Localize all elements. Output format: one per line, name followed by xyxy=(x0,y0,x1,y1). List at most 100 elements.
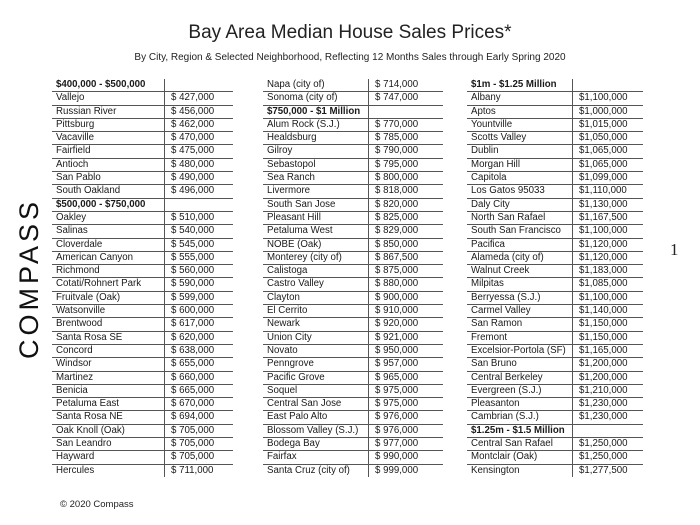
median-price: $ 620,000 xyxy=(164,331,233,345)
median-price: $ 910,000 xyxy=(368,304,443,319)
location-name: Livermore xyxy=(263,184,369,199)
table-row: Evergreen (S.J.) $1,210,000 xyxy=(467,384,643,399)
median-price: $ 660,000 xyxy=(164,371,233,385)
table-row: East Palo Alto $ 976,000 xyxy=(263,410,443,425)
table-row: San Ramon $1,150,000 xyxy=(467,317,643,332)
location-name: Oakley xyxy=(52,211,165,226)
median-price: $1,230,000 xyxy=(572,397,643,412)
table-row: Benicia $ 665,000 xyxy=(52,384,233,399)
table-row: Sonoma (city of) $ 747,000 xyxy=(263,91,443,106)
location-name: San Pablo xyxy=(52,171,165,186)
location-name: Salinas xyxy=(52,224,165,239)
table-row: Clayton $ 900,000 xyxy=(263,291,443,306)
location-name: San Bruno xyxy=(467,357,573,372)
median-price xyxy=(572,424,643,439)
median-price: $ 462,000 xyxy=(164,118,233,133)
location-name: Calistoga xyxy=(263,264,369,279)
median-price: $ 617,000 xyxy=(164,317,233,332)
table-row: Hayward $ 705,000 xyxy=(52,450,233,465)
table-row: Salinas $ 540,000 xyxy=(52,224,233,239)
median-price: $ 800,000 xyxy=(368,171,443,186)
median-price: $1,100,000 xyxy=(572,91,643,106)
table-row: Newark $ 920,000 xyxy=(263,317,443,332)
location-name: Concord xyxy=(52,344,165,359)
location-name: Capitola xyxy=(467,171,573,186)
median-price: $ 965,000 xyxy=(368,371,443,385)
table-row: Martinez $ 660,000 xyxy=(52,371,233,385)
table-row: Pacific Grove $ 965,000 xyxy=(263,371,443,385)
price-range-header-row: $1.25m - $1.5 Million xyxy=(467,424,643,439)
table-row: Cotati/Rohnert Park $ 590,000 xyxy=(52,277,233,292)
table-row: Oak Knoll (Oak) $ 705,000 xyxy=(52,424,233,439)
location-name: Pleasanton xyxy=(467,397,573,412)
median-price: $ 976,000 xyxy=(368,424,443,439)
location-name: Daly City xyxy=(467,198,573,212)
table-row: Healdsburg $ 785,000 xyxy=(263,131,443,146)
table-row: Scotts Valley $1,050,000 xyxy=(467,131,643,146)
location-name: Fremont xyxy=(467,331,573,345)
median-price: $ 795,000 xyxy=(368,158,443,173)
median-price: $1,167,500 xyxy=(572,211,643,226)
location-name: East Palo Alto xyxy=(263,410,369,425)
median-price: $ 825,000 xyxy=(368,211,443,226)
table-row: Monterey (city of) $ 867,500 xyxy=(263,251,443,266)
table-row: Yountville $1,015,000 xyxy=(467,118,643,133)
median-price: $1,150,000 xyxy=(572,317,643,332)
median-price: $1,200,000 xyxy=(572,371,643,385)
location-name: Watsonville xyxy=(52,304,165,319)
median-price: $ 545,000 xyxy=(164,238,233,252)
location-name: South San Jose xyxy=(263,198,369,212)
table-row: Capitola $1,099,000 xyxy=(467,171,643,186)
location-name: Evergreen (S.J.) xyxy=(467,384,573,399)
median-price: $1,120,000 xyxy=(572,251,643,266)
median-price: $ 590,000 xyxy=(164,277,233,292)
table-row: Petaluma East $ 670,000 xyxy=(52,397,233,412)
median-price: $ 705,000 xyxy=(164,450,233,465)
median-price: $ 975,000 xyxy=(368,397,443,412)
median-price: $ 875,000 xyxy=(368,264,443,279)
table-row: Oakley $ 510,000 xyxy=(52,211,233,226)
median-price: $ 820,000 xyxy=(368,198,443,212)
location-name: Fairfield xyxy=(52,144,165,159)
table-row: Daly City $1,130,000 xyxy=(467,198,643,212)
location-name: American Canyon xyxy=(52,251,165,266)
median-price: $ 976,000 xyxy=(368,410,443,425)
table-row: Vallejo $ 427,000 xyxy=(52,91,233,106)
location-name: Soquel xyxy=(263,384,369,399)
location-name: North San Rafael xyxy=(467,211,573,226)
price-range-label: $1m - $1.25 Million xyxy=(467,79,573,93)
location-name: Aptos xyxy=(467,105,573,119)
location-name: Milpitas xyxy=(467,277,573,292)
median-price: $1,100,000 xyxy=(572,291,643,306)
table-row: Fremont $1,150,000 xyxy=(467,331,643,345)
location-name: Richmond xyxy=(52,264,165,279)
table-row: Pittsburg $ 462,000 xyxy=(52,118,233,133)
median-price: $ 470,000 xyxy=(164,131,233,146)
table-row: San Bruno $1,200,000 xyxy=(467,357,643,372)
median-price xyxy=(164,198,233,212)
table-row: Berryessa (S.J.) $1,100,000 xyxy=(467,291,643,306)
median-price: $1,200,000 xyxy=(572,357,643,372)
median-price: $ 705,000 xyxy=(164,424,233,439)
location-name: Brentwood xyxy=(52,317,165,332)
location-name: Pacifica xyxy=(467,238,573,252)
median-price: $ 818,000 xyxy=(368,184,443,199)
median-price: $1,277,500 xyxy=(572,464,643,477)
table-row: Carmel Valley $1,140,000 xyxy=(467,304,643,319)
location-name: Novato xyxy=(263,344,369,359)
table-row: Blossom Valley (S.J.) $ 976,000 xyxy=(263,424,443,439)
median-price: $1,000,000 xyxy=(572,105,643,119)
table-row: San Pablo $ 490,000 xyxy=(52,171,233,186)
table-row: Santa Rosa SE $ 620,000 xyxy=(52,331,233,345)
median-price: $ 480,000 xyxy=(164,158,233,173)
table-row: Calistoga $ 875,000 xyxy=(263,264,443,279)
median-price: $1,065,000 xyxy=(572,158,643,173)
location-name: Healdsburg xyxy=(263,131,369,146)
price-table-3: $1m - $1.25 Million Albany $1,100,000 Aptos… xyxy=(467,79,643,477)
median-price: $ 921,000 xyxy=(368,331,443,345)
location-name: Windsor xyxy=(52,357,165,372)
table-row: Cloverdale $ 545,000 xyxy=(52,238,233,252)
median-price: $ 665,000 xyxy=(164,384,233,399)
location-name: Fairfax xyxy=(263,450,369,465)
median-price: $ 977,000 xyxy=(368,437,443,452)
